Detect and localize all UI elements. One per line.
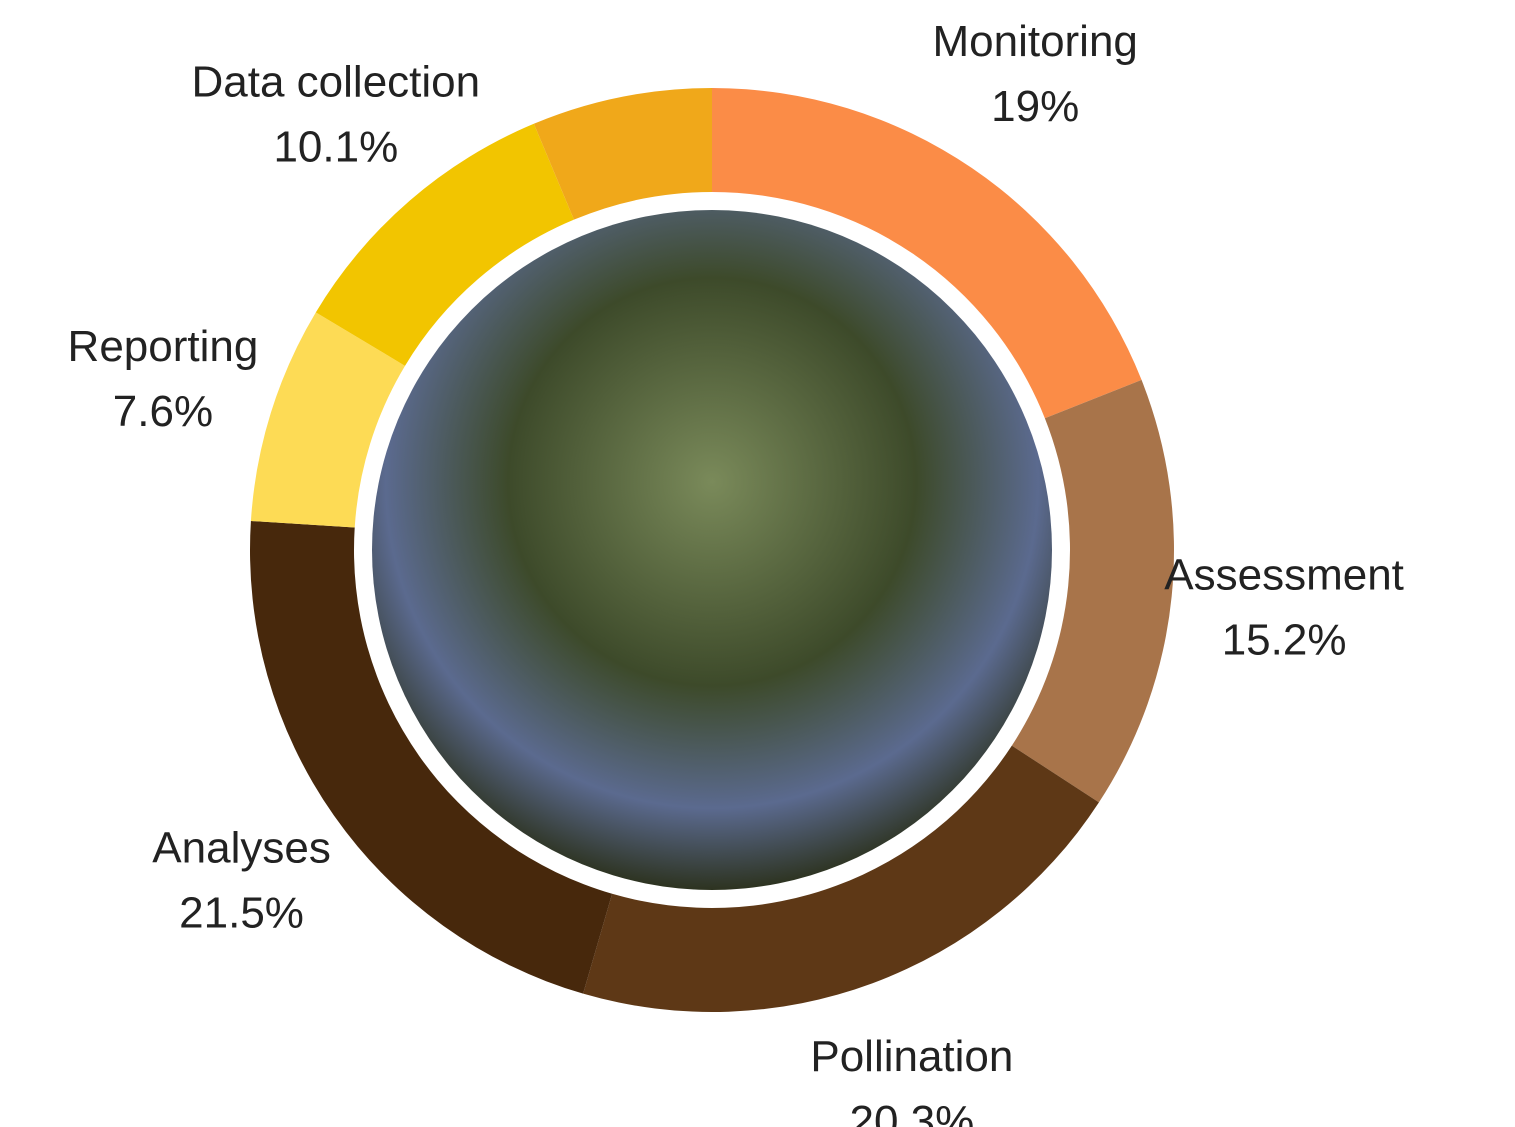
segment-label: Monitoring: [932, 17, 1137, 66]
donut-segment: [583, 745, 1099, 1013]
value-label: 7.6%: [113, 387, 213, 436]
value-label: 15.2%: [1222, 615, 1347, 664]
center-photo: [372, 210, 1052, 890]
donut-segment: [712, 88, 1142, 419]
segment-label: Reporting: [68, 322, 259, 371]
donut-segment: [315, 123, 574, 366]
donut-segment: [533, 88, 712, 220]
value-label: 19%: [991, 82, 1079, 131]
donut-segment: [250, 312, 406, 528]
donut-segment: [1011, 379, 1174, 803]
segment-label: Assessment: [1164, 550, 1404, 599]
donut-segment: [249, 520, 613, 994]
segment-label: Analyses: [152, 823, 331, 872]
value-label: 21.5%: [179, 888, 304, 937]
segment-label: Pollination: [810, 1032, 1013, 1081]
segment-label: Data collection: [192, 58, 481, 107]
segments: [249, 88, 1174, 1013]
value-label: 20.3%: [849, 1097, 974, 1127]
value-label: 10.1%: [273, 123, 398, 172]
labels: Monitoring 19% Assessment 15.2% Pollination 2…: [68, 17, 1404, 1127]
